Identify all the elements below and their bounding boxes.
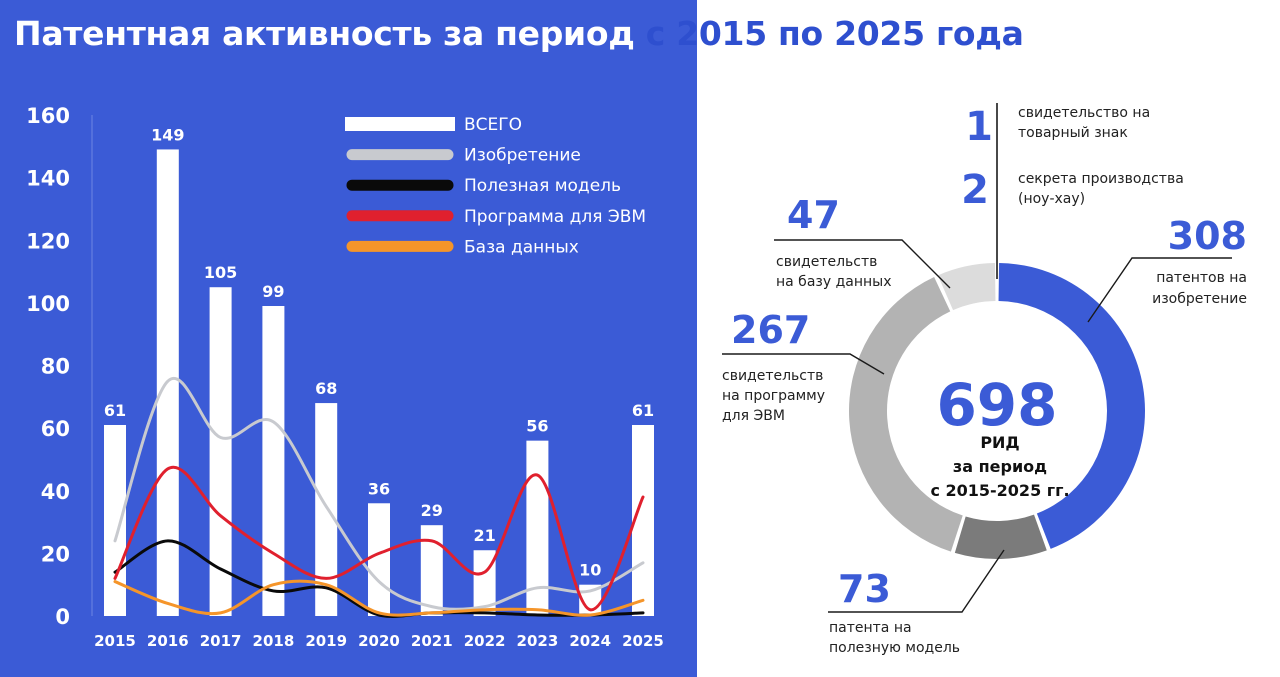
legend-label-programs: Программа для ЭВМ xyxy=(464,207,646,227)
y-tick-label-4: 80 xyxy=(41,355,70,379)
y-tick-label-6: 120 xyxy=(26,229,70,253)
donut-leader-lines xyxy=(722,103,1232,613)
label-text-databases-1: свидетельств xyxy=(776,254,877,270)
label-text-knowhow-1: секрета производства xyxy=(1018,171,1184,187)
bar-value-label-2017: 105 xyxy=(204,263,237,282)
x-tick-label-8: 2023 xyxy=(517,632,559,650)
leader-line-databases xyxy=(774,239,951,289)
legend-label-utility-models: Полезная модель xyxy=(464,176,621,196)
bar-value-label-2019: 68 xyxy=(315,379,337,398)
donut-slice-inventions xyxy=(998,263,1145,549)
bar-value-label-2025: 61 xyxy=(632,401,654,420)
line-series xyxy=(113,376,645,618)
x-tick-label-10: 2025 xyxy=(622,632,664,650)
y-tick-label-2: 40 xyxy=(41,480,70,504)
bar-value-label-2023: 56 xyxy=(526,417,548,436)
donut-center-label-line-3: с 2015-2025 гг. xyxy=(930,481,1069,500)
leader-line-programs xyxy=(722,353,885,375)
bar-chart: 0 20 40 60 80 100 120 140 160 61 149 105 99 68 36 29 21… xyxy=(26,104,664,650)
x-tick-label-7: 2022 xyxy=(464,632,506,650)
y-tick-label-7: 140 xyxy=(26,167,70,191)
label-text-programs-2: на программу xyxy=(722,388,825,404)
label-text-programs-3: для ЭВМ xyxy=(722,408,785,424)
bar-2023 xyxy=(526,440,549,616)
label-value-trademark: 1 xyxy=(965,104,993,150)
bar-value-label-2024: 10 xyxy=(579,561,601,580)
label-text-programs-1: свидетельств xyxy=(722,368,823,384)
label-text-trademark-2: товарный знак xyxy=(1018,125,1128,141)
legend: ВСЕГО Изобретение Полезная модель Программа… xyxy=(345,115,646,257)
label-value-programs: 267 xyxy=(731,308,810,352)
y-tick-label-3: 60 xyxy=(41,417,70,441)
y-tick-label-0: 0 xyxy=(55,605,70,629)
legend-label-inventions: Изобретение xyxy=(464,146,581,166)
label-text-knowhow-2: (ноу-хау) xyxy=(1018,191,1085,207)
bar-value-label-2020: 36 xyxy=(368,479,390,498)
legend-label-total: ВСЕГО xyxy=(464,115,522,135)
x-tick-label-5: 2020 xyxy=(358,632,400,650)
leader-line-utility-models xyxy=(828,549,1005,613)
bar-2015 xyxy=(104,424,126,616)
donut-slice-labels: 308 патентов на изобретение 73 патента н… xyxy=(722,104,1247,656)
x-axis-ticks: 2015 2016 2017 2018 2019 2020 2021 2022 2023 2024… xyxy=(94,632,664,650)
donut-slices xyxy=(849,263,1145,560)
y-axis-ticks: 0 20 40 60 80 100 120 140 160 xyxy=(26,104,70,629)
label-value-inventions: 308 xyxy=(1168,214,1247,258)
donut-slice-programs xyxy=(849,277,963,552)
label-value-utility-models: 73 xyxy=(838,567,891,611)
y-tick-label-8: 160 xyxy=(26,104,70,128)
page-title: Патентная активность за период с 2015 по… xyxy=(14,10,1024,58)
y-tick-label-5: 100 xyxy=(26,292,70,316)
bar-value-label-2015: 61 xyxy=(104,401,126,420)
legend-swatch-total xyxy=(345,117,455,131)
donut-slice-databases xyxy=(937,263,996,311)
x-tick-label-3: 2018 xyxy=(253,632,295,650)
y-tick-label-1: 20 xyxy=(41,542,70,566)
bar-2018 xyxy=(262,306,285,616)
x-tick-label-9: 2024 xyxy=(569,632,611,650)
line-databases xyxy=(113,579,645,617)
x-tick-label-2: 2017 xyxy=(200,632,242,650)
label-value-databases: 47 xyxy=(787,193,840,237)
donut-chart: 698 РИД за период с 2015-2025 гг. 308 па… xyxy=(722,103,1247,656)
label-text-trademark-1: свидетельство на xyxy=(1018,105,1150,121)
legend-label-databases: База данных xyxy=(464,237,579,257)
bar-value-label-2018: 99 xyxy=(262,282,284,301)
title-part-2: с 2015 по 2025 года xyxy=(645,14,1024,53)
line-inventions xyxy=(113,376,645,611)
bar-2017 xyxy=(209,287,232,616)
bar-value-label-2016: 149 xyxy=(151,125,184,144)
x-tick-label-0: 2015 xyxy=(94,632,136,650)
donut-center: 698 РИД за период с 2015-2025 гг. xyxy=(930,371,1069,500)
bar-value-labels: 61 149 105 99 68 36 29 21 56 10 61 xyxy=(104,125,654,579)
x-tick-label-6: 2021 xyxy=(411,632,453,650)
line-utility-models xyxy=(113,539,645,618)
bar-value-label-2022: 21 xyxy=(473,526,495,545)
donut-center-label-line-1: РИД xyxy=(980,433,1019,452)
leader-line-inventions xyxy=(1087,257,1232,323)
line-programs xyxy=(113,465,645,612)
x-tick-label-4: 2019 xyxy=(305,632,347,650)
bar-2020 xyxy=(368,503,390,616)
label-text-utility-models-2: полезную модель xyxy=(829,640,960,656)
donut-center-label-line-2: за период xyxy=(953,457,1047,476)
label-text-inventions-2: изобретение xyxy=(1152,291,1247,307)
label-text-inventions-1: патентов на xyxy=(1156,270,1247,286)
title-part-1: Патентная активность за период xyxy=(14,14,635,53)
label-text-utility-models-1: патента на xyxy=(829,620,912,636)
bar-value-label-2021: 29 xyxy=(421,501,443,520)
donut-center-value: 698 xyxy=(936,371,1057,439)
label-text-databases-2: на базу данных xyxy=(776,274,891,290)
x-tick-label-1: 2016 xyxy=(147,632,189,650)
bar-2019 xyxy=(315,403,338,616)
donut-slice-utility-models xyxy=(954,514,1047,560)
label-value-knowhow: 2 xyxy=(961,167,989,213)
bar-2021 xyxy=(420,525,443,616)
bar-2025 xyxy=(632,424,654,616)
